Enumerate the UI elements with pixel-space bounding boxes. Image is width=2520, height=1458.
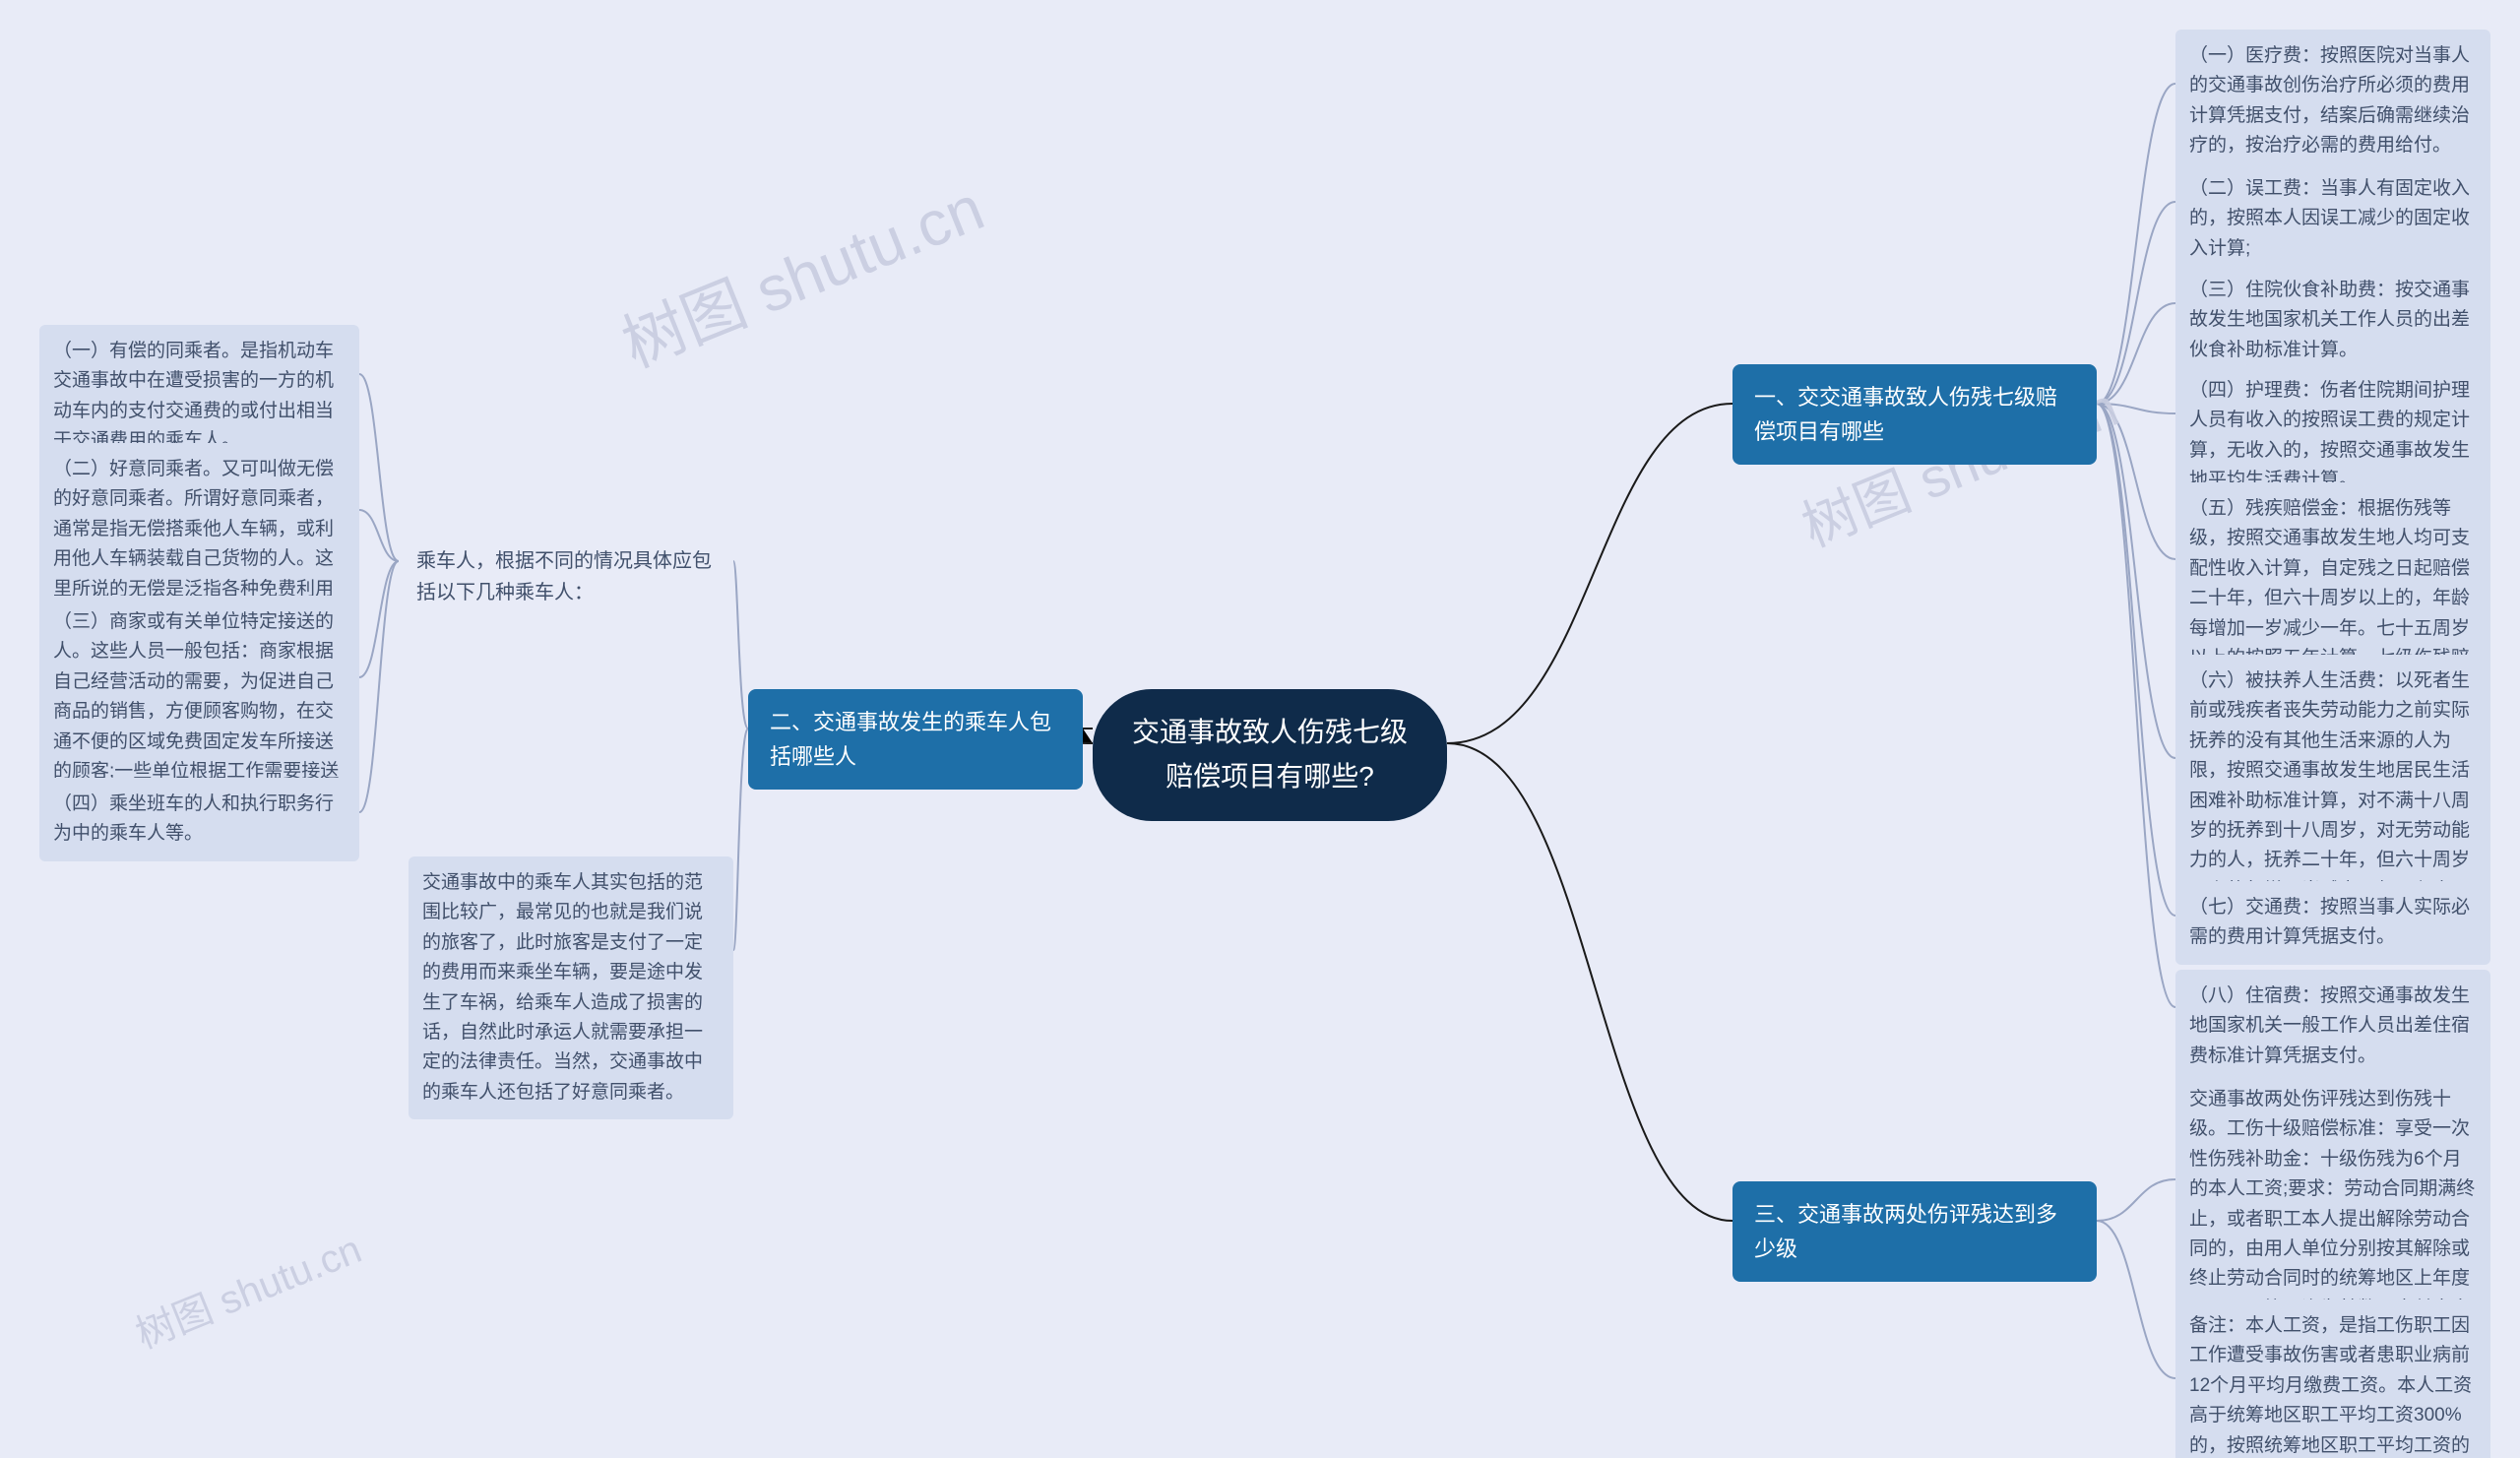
root-node[interactable]: 交通事故致人伤残七级赔偿项目有哪些? — [1093, 689, 1447, 821]
leaf-node[interactable]: 交通事故中的乘车人其实包括的范围比较广，最常见的也就是我们说的旅客了，此时旅客是… — [409, 856, 733, 1119]
watermark: 树图 shutu.cn — [126, 1218, 368, 1361]
watermark: 树图 shutu.cn — [607, 158, 995, 386]
branch-node-2[interactable]: 二、交通事故发生的乘车人包括哪些人 — [748, 689, 1083, 790]
sub-node[interactable]: 乘车人，根据不同的情况具体应包括以下几种乘车人： — [399, 532, 733, 622]
leaf-node[interactable]: （一）医疗费：按照医院对当事人的交通事故创伤治疗所必须的费用计算凭据支付，结案后… — [2175, 30, 2490, 173]
leaf-node[interactable]: （三）住院伙食补助费：按交通事故发生地国家机关工作人员的出差伙食补助标准计算。 — [2175, 264, 2490, 377]
leaf-node[interactable]: （二）误工费：当事人有固定收入的，按照本人因误工减少的固定收入计算; — [2175, 162, 2490, 276]
branch-node-3[interactable]: 三、交通事故两处伤评残达到多少级 — [1732, 1181, 2097, 1282]
leaf-node[interactable]: 备注：本人工资，是指工伤职工因工作遭受事故伤害或者患职业病前12个月平均月缴费工… — [2175, 1300, 2490, 1458]
mindmap-canvas: 树图 shutu.cn 树图 shutu.cn 树图 shutu.cn 交通事故… — [0, 0, 2520, 1458]
leaf-node[interactable]: （四）乘坐班车的人和执行职务行为中的乘车人等。 — [39, 778, 359, 861]
leaf-node[interactable]: （七）交通费：按照当事人实际必需的费用计算凭据支付。 — [2175, 881, 2490, 965]
leaf-node[interactable]: （八）住宿费：按照交通事故发生地国家机关一般工作人员出差住宿费标准计算凭据支付。 — [2175, 970, 2490, 1083]
branch-node-1[interactable]: 一、交交通事故致人伤残七级赔偿项目有哪些 — [1732, 364, 2097, 465]
